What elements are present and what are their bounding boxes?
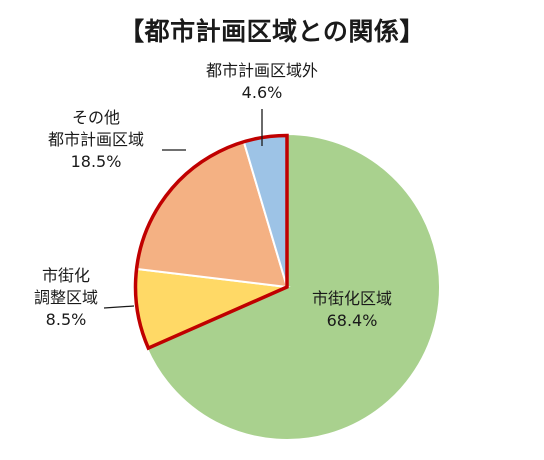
slice-name-label-2: 都市計画区域 (48, 130, 144, 149)
slice-value-label-0: 68.4% (327, 311, 378, 330)
slice-name-label-2: その他 (72, 108, 120, 127)
slice-value-label-2: 18.5% (71, 152, 122, 171)
slice-name-label-3: 都市計画区域外 (206, 61, 318, 80)
slice-name-label-1: 調整区域 (34, 288, 98, 307)
pie-slice-0 (145, 132, 441, 441)
chart-title: 【都市計画区域との関係】 (119, 17, 425, 46)
slice-name-label-1: 市街化 (42, 266, 90, 285)
leader-line-1 (103, 305, 135, 309)
slice-value-label-3: 4.6% (242, 83, 283, 102)
slice-value-label-1: 8.5% (46, 310, 87, 329)
slice-name-label-0: 市街化区域 (312, 289, 392, 308)
highlight-outline (133, 133, 289, 351)
